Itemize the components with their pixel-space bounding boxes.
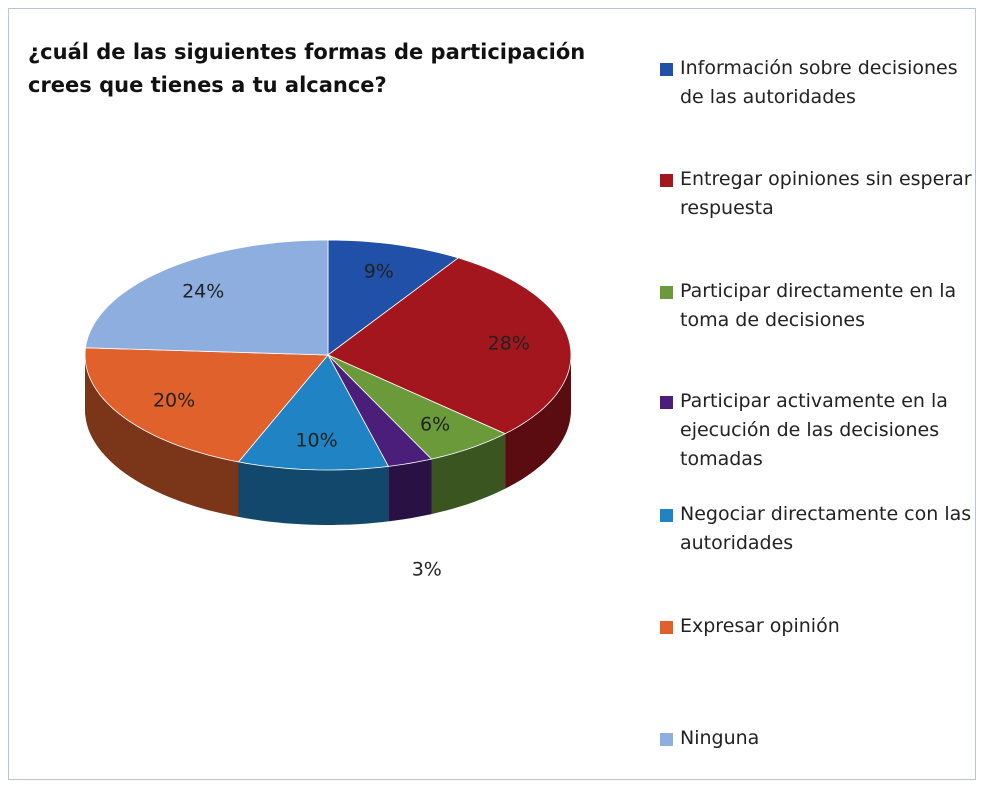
legend-swatch [660,621,673,634]
chart-frame [8,8,976,780]
legend-swatch [660,174,673,187]
legend-label: Participar activamente en la ejecución d… [680,390,948,470]
legend-swatch [660,396,673,409]
pie-slice [327,354,507,460]
chart-title: ¿cuál de las siguientes formas de partic… [28,40,586,97]
pie-slice [327,354,433,467]
legend-entry: Participar directamente en la toma de de… [660,277,980,335]
data-label: 6% [420,413,450,435]
legend-swatch [660,509,673,522]
legend-entry: Entregar opiniones sin esperar respuesta [660,165,980,223]
data-label: 24% [182,281,224,303]
slice-side [85,355,239,517]
legend-label: Negociar directamente con las autoridade… [680,503,972,554]
slice-side [505,355,571,489]
data-label: 10% [295,430,337,452]
legend-swatch [660,63,673,76]
pie-slice [327,239,460,356]
pie-slice [237,354,390,471]
slice-side [388,459,432,522]
slice-side [238,461,389,525]
legend-entry: Expresar opinión [660,612,980,641]
pie-slice [85,239,329,356]
legend-swatch [660,733,673,746]
pie-tops [84,239,572,471]
data-label: 20% [153,390,195,412]
legend-entry: Participar activamente en la ejecución d… [660,387,980,474]
legend-label: Participar directamente en la toma de de… [680,280,957,331]
pie-slice [84,347,329,463]
legend-label: Ninguna [680,727,760,749]
slice-side [431,433,506,515]
legend-label: Entregar opiniones sin esperar respuesta [680,168,972,219]
data-label: 9% [364,261,394,283]
legend-entry: Información sobre decisiones de las auto… [660,54,980,112]
data-labels: 9% 28% 6% 3% 10% 20% 24% [153,261,530,581]
legend-swatch [660,286,673,299]
legend-entry: Ninguna [660,724,980,753]
pie-slice [327,257,572,435]
pie-sides [85,355,571,525]
data-label: 3% [412,558,442,580]
legend-label: Expresar opinión [680,615,840,637]
legend-label: Información sobre decisiones de las auto… [680,57,958,108]
data-label: 28% [488,333,530,355]
legend-entry: Negociar directamente con las autoridade… [660,500,980,558]
